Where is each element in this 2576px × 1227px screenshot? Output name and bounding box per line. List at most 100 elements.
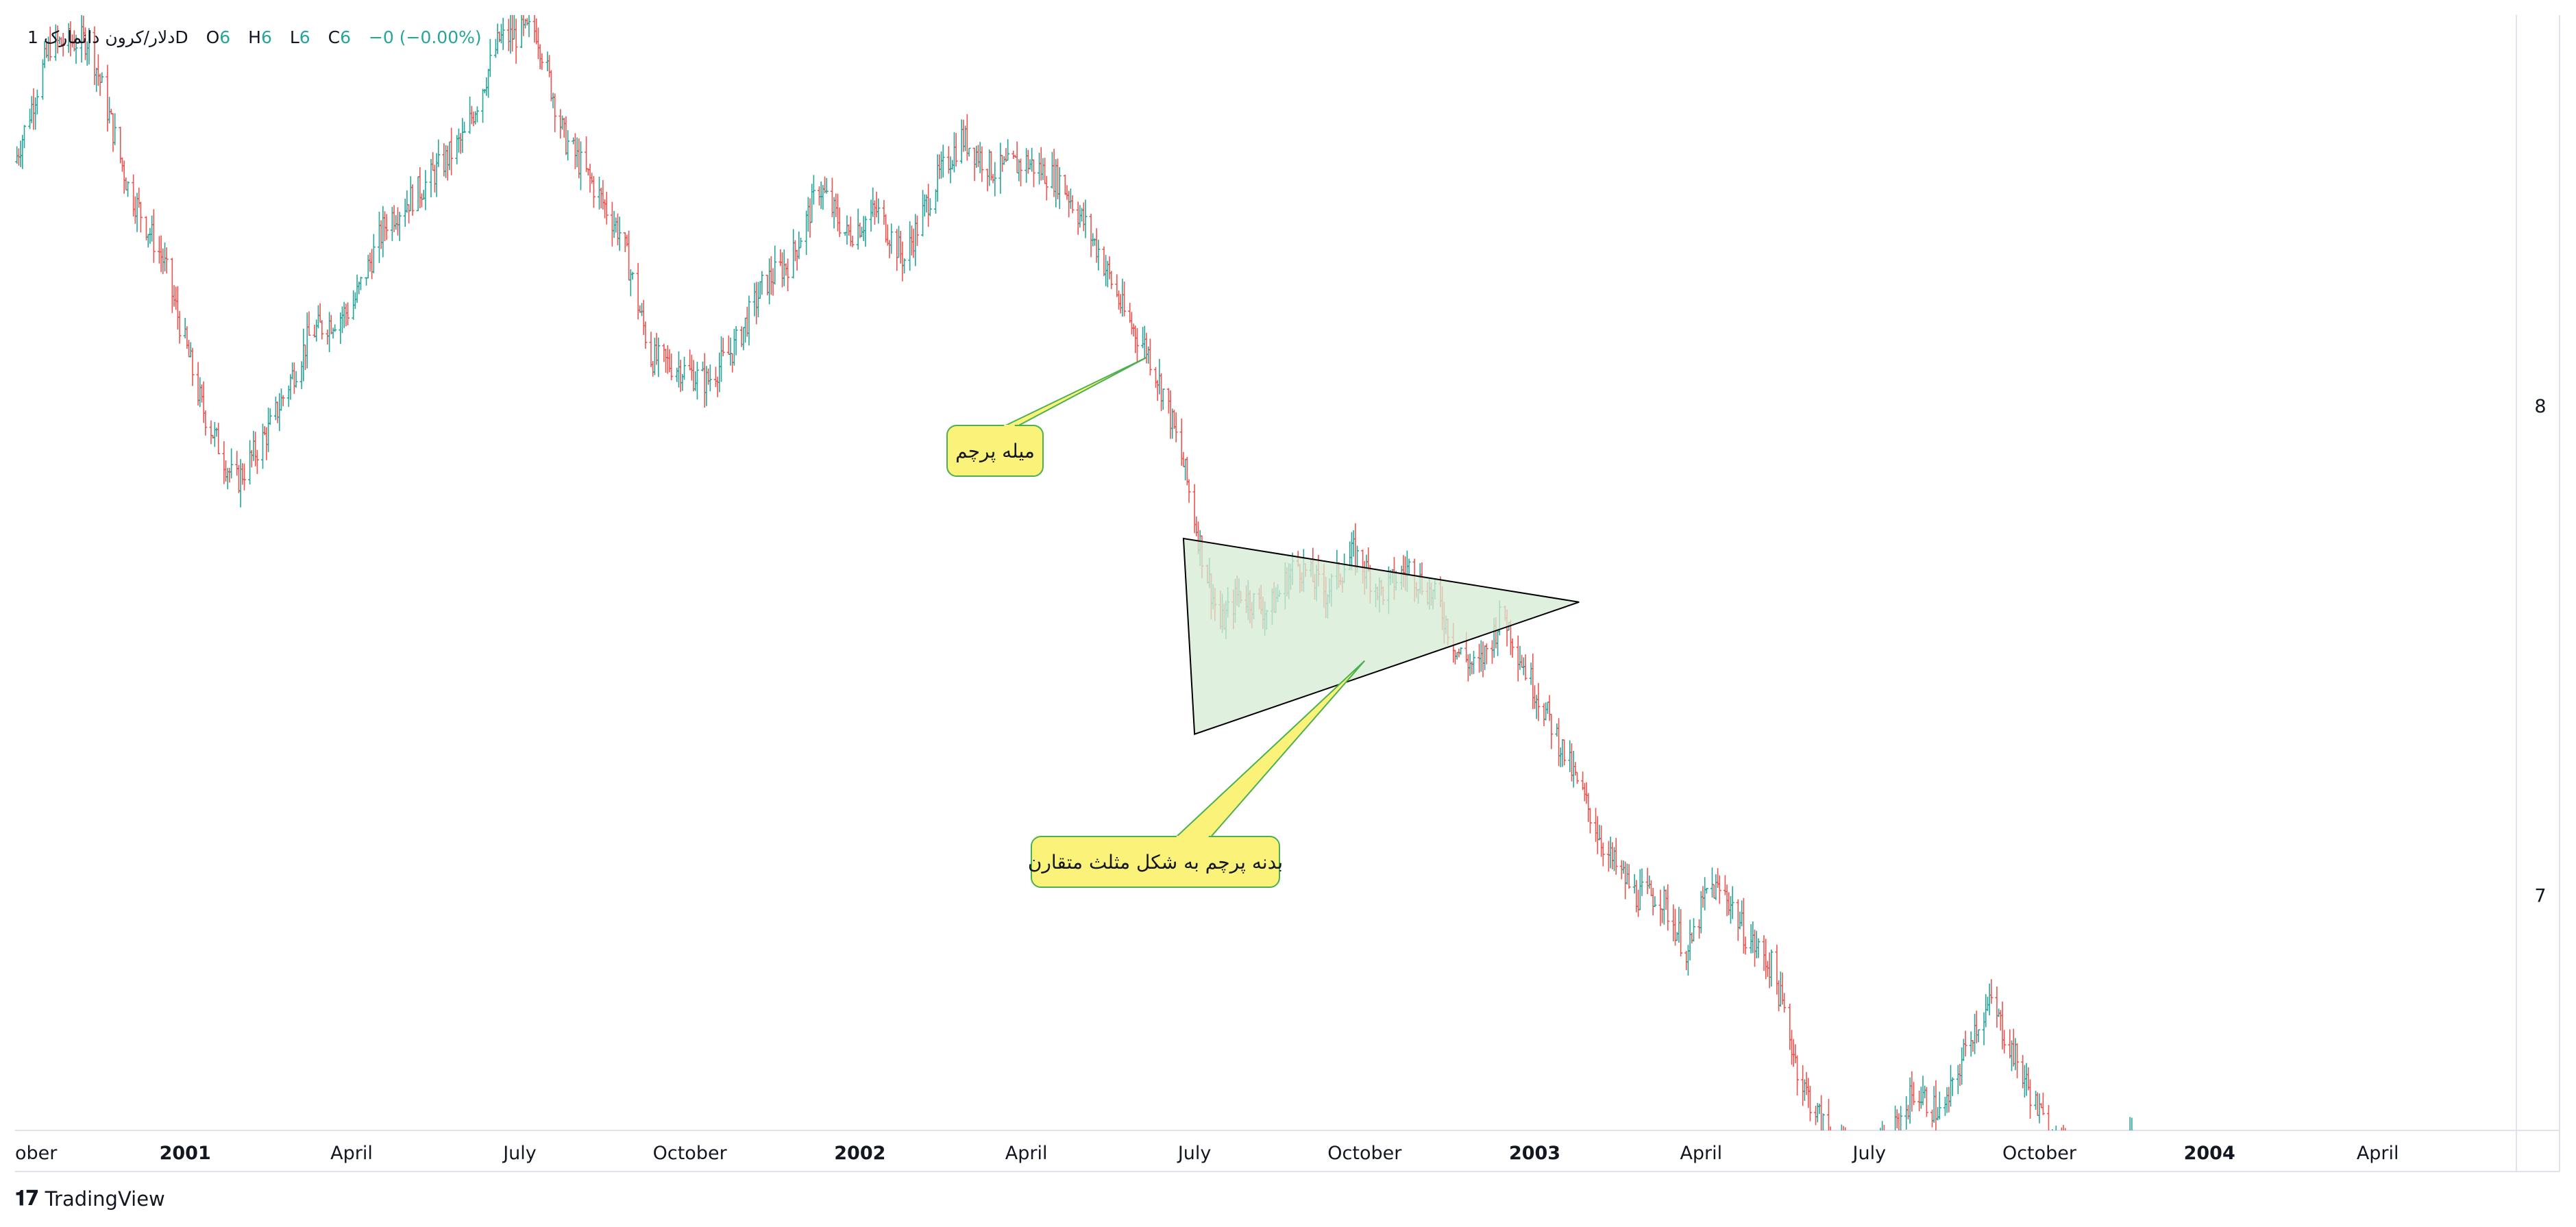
- ohlc-bar: [316, 305, 320, 329]
- ohlc-bar: [29, 96, 34, 123]
- ohlc-bar: [254, 432, 258, 467]
- ohlc-bar: [676, 351, 680, 388]
- ohlc-bar: [1531, 653, 1535, 709]
- ohlc-bar: [683, 356, 687, 380]
- ohlc-bar: [2013, 1038, 2017, 1071]
- ohlc-bar: [2131, 1117, 2134, 1130]
- ohlc-bar: [1599, 825, 1604, 857]
- ohlc-bar: [2126, 1130, 2130, 1167]
- ohlc-bar: [752, 282, 757, 317]
- ohlc-bar: [255, 449, 259, 474]
- ohlc-bar: [512, 15, 516, 40]
- ohlc-bar: [1677, 906, 1681, 943]
- ohlc-bar: [1484, 643, 1488, 665]
- ohlc-bar: [553, 93, 557, 133]
- time-tick-label: 2003: [1509, 1143, 1560, 1164]
- interval-label[interactable]: 1D: [27, 27, 188, 47]
- ohlc-bar: [1727, 892, 1731, 915]
- ohlc-bar: [636, 262, 640, 320]
- ohlc-bar: [2113, 1161, 2117, 1185]
- ohlc-bar: [1192, 484, 1197, 534]
- time-tick-label: July: [1177, 1143, 1212, 1164]
- ohlc-bar: [551, 92, 555, 109]
- ohlc-bar: [1052, 149, 1056, 197]
- ohlc-bar: [993, 162, 997, 197]
- ohlc-bar: [670, 353, 674, 380]
- ohlc-bar: [1712, 884, 1716, 899]
- ohlc-bar: [1666, 884, 1670, 931]
- ohlc-bar: [1845, 1139, 1849, 1153]
- ohlc-bar: [450, 127, 454, 175]
- ohlc-bar: [623, 232, 627, 252]
- ohlc-bar: [1736, 899, 1740, 941]
- ohlc-bar: [980, 146, 984, 182]
- ohlc-bar: [307, 311, 311, 336]
- low-label: L: [289, 27, 299, 47]
- ohlc-bar: [416, 176, 420, 212]
- ohlc-bar: [40, 59, 45, 100]
- ohlc-bar: [662, 343, 666, 362]
- ohlc-bar: [432, 164, 437, 193]
- ohlc-bar: [241, 462, 245, 485]
- ohlc-bar: [1490, 640, 1494, 664]
- ohlc-bar: [1756, 938, 1761, 958]
- ohlc-bar: [688, 349, 692, 371]
- ohlc-bar: [424, 170, 428, 210]
- ohlc-bar: [1895, 1109, 1899, 1128]
- ohlc-bar: [1900, 1106, 1903, 1130]
- ohlc-bar: [525, 18, 529, 26]
- ohlc-bar: [175, 286, 180, 330]
- ohlc-bar: [1194, 516, 1199, 536]
- ohlc-bar: [1610, 842, 1615, 869]
- ohlc-bar: [318, 303, 322, 323]
- ohlc-bar: [689, 354, 694, 381]
- ohlc-bar: [2026, 1067, 2031, 1091]
- symbol-name[interactable]: دلار/کرون دانمارک: [43, 27, 175, 47]
- ohlc-bar: [150, 215, 154, 242]
- tradingview-logo[interactable]: 𝟏7 TradingView: [15, 1187, 165, 1211]
- ohlc-bar: [1076, 201, 1080, 235]
- ohlc-bar: [408, 176, 413, 212]
- ohlc-bar: [1985, 996, 1989, 1011]
- ohlc-bar: [2099, 1156, 2102, 1172]
- ohlc-bar: [1679, 908, 1683, 956]
- ohlc-bar: [1459, 647, 1463, 655]
- ohlc-bar: [370, 249, 374, 280]
- ohlc-bar: [1562, 739, 1567, 766]
- ohlc-bar: [627, 230, 631, 281]
- ohlc-bar: [1767, 952, 1771, 989]
- ohlc-bar: [1984, 994, 1988, 1028]
- ohlc-bar: [2102, 1164, 2106, 1182]
- ohlc-bar: [549, 70, 553, 101]
- ohlc-bar: [1185, 456, 1189, 486]
- ohlc-bar: [744, 317, 748, 343]
- ohlc-bar: [1065, 185, 1069, 200]
- ohlc-bar: [120, 157, 124, 172]
- ohlc-bar: [1351, 530, 1356, 557]
- time-tick-label: July: [502, 1143, 537, 1164]
- ohlc-bar: [1844, 1127, 1846, 1130]
- price-tick-label: 7: [2534, 885, 2546, 906]
- ohlc-bar: [1982, 1012, 1986, 1045]
- ohlc-bar: [799, 237, 803, 249]
- ohlc-bar: [484, 77, 489, 96]
- ohlc-bar: [392, 205, 396, 232]
- ohlc-bar: [2035, 1092, 2039, 1117]
- ohlc-bar: [806, 197, 810, 232]
- ohlc-bar: [1987, 983, 1991, 1016]
- ohlc-bar: [381, 206, 385, 258]
- ohlc-bar: [1762, 935, 1766, 971]
- ohlc-bar: [2037, 1093, 2041, 1124]
- ohlc-bar: [1544, 702, 1548, 721]
- ohlc-bar: [236, 464, 241, 493]
- ohlc-bar: [1697, 919, 1702, 939]
- ohlc-bar: [217, 423, 221, 455]
- ohlc-bar: [768, 258, 772, 305]
- ohlc-bar: [1479, 640, 1483, 672]
- ohlc-bar: [1937, 1091, 1941, 1120]
- ohlc-bar: [1947, 1087, 1951, 1113]
- ohlc-bar: [32, 88, 36, 130]
- ohlc-bar: [1897, 1113, 1900, 1130]
- ohlc-bar: [199, 384, 204, 403]
